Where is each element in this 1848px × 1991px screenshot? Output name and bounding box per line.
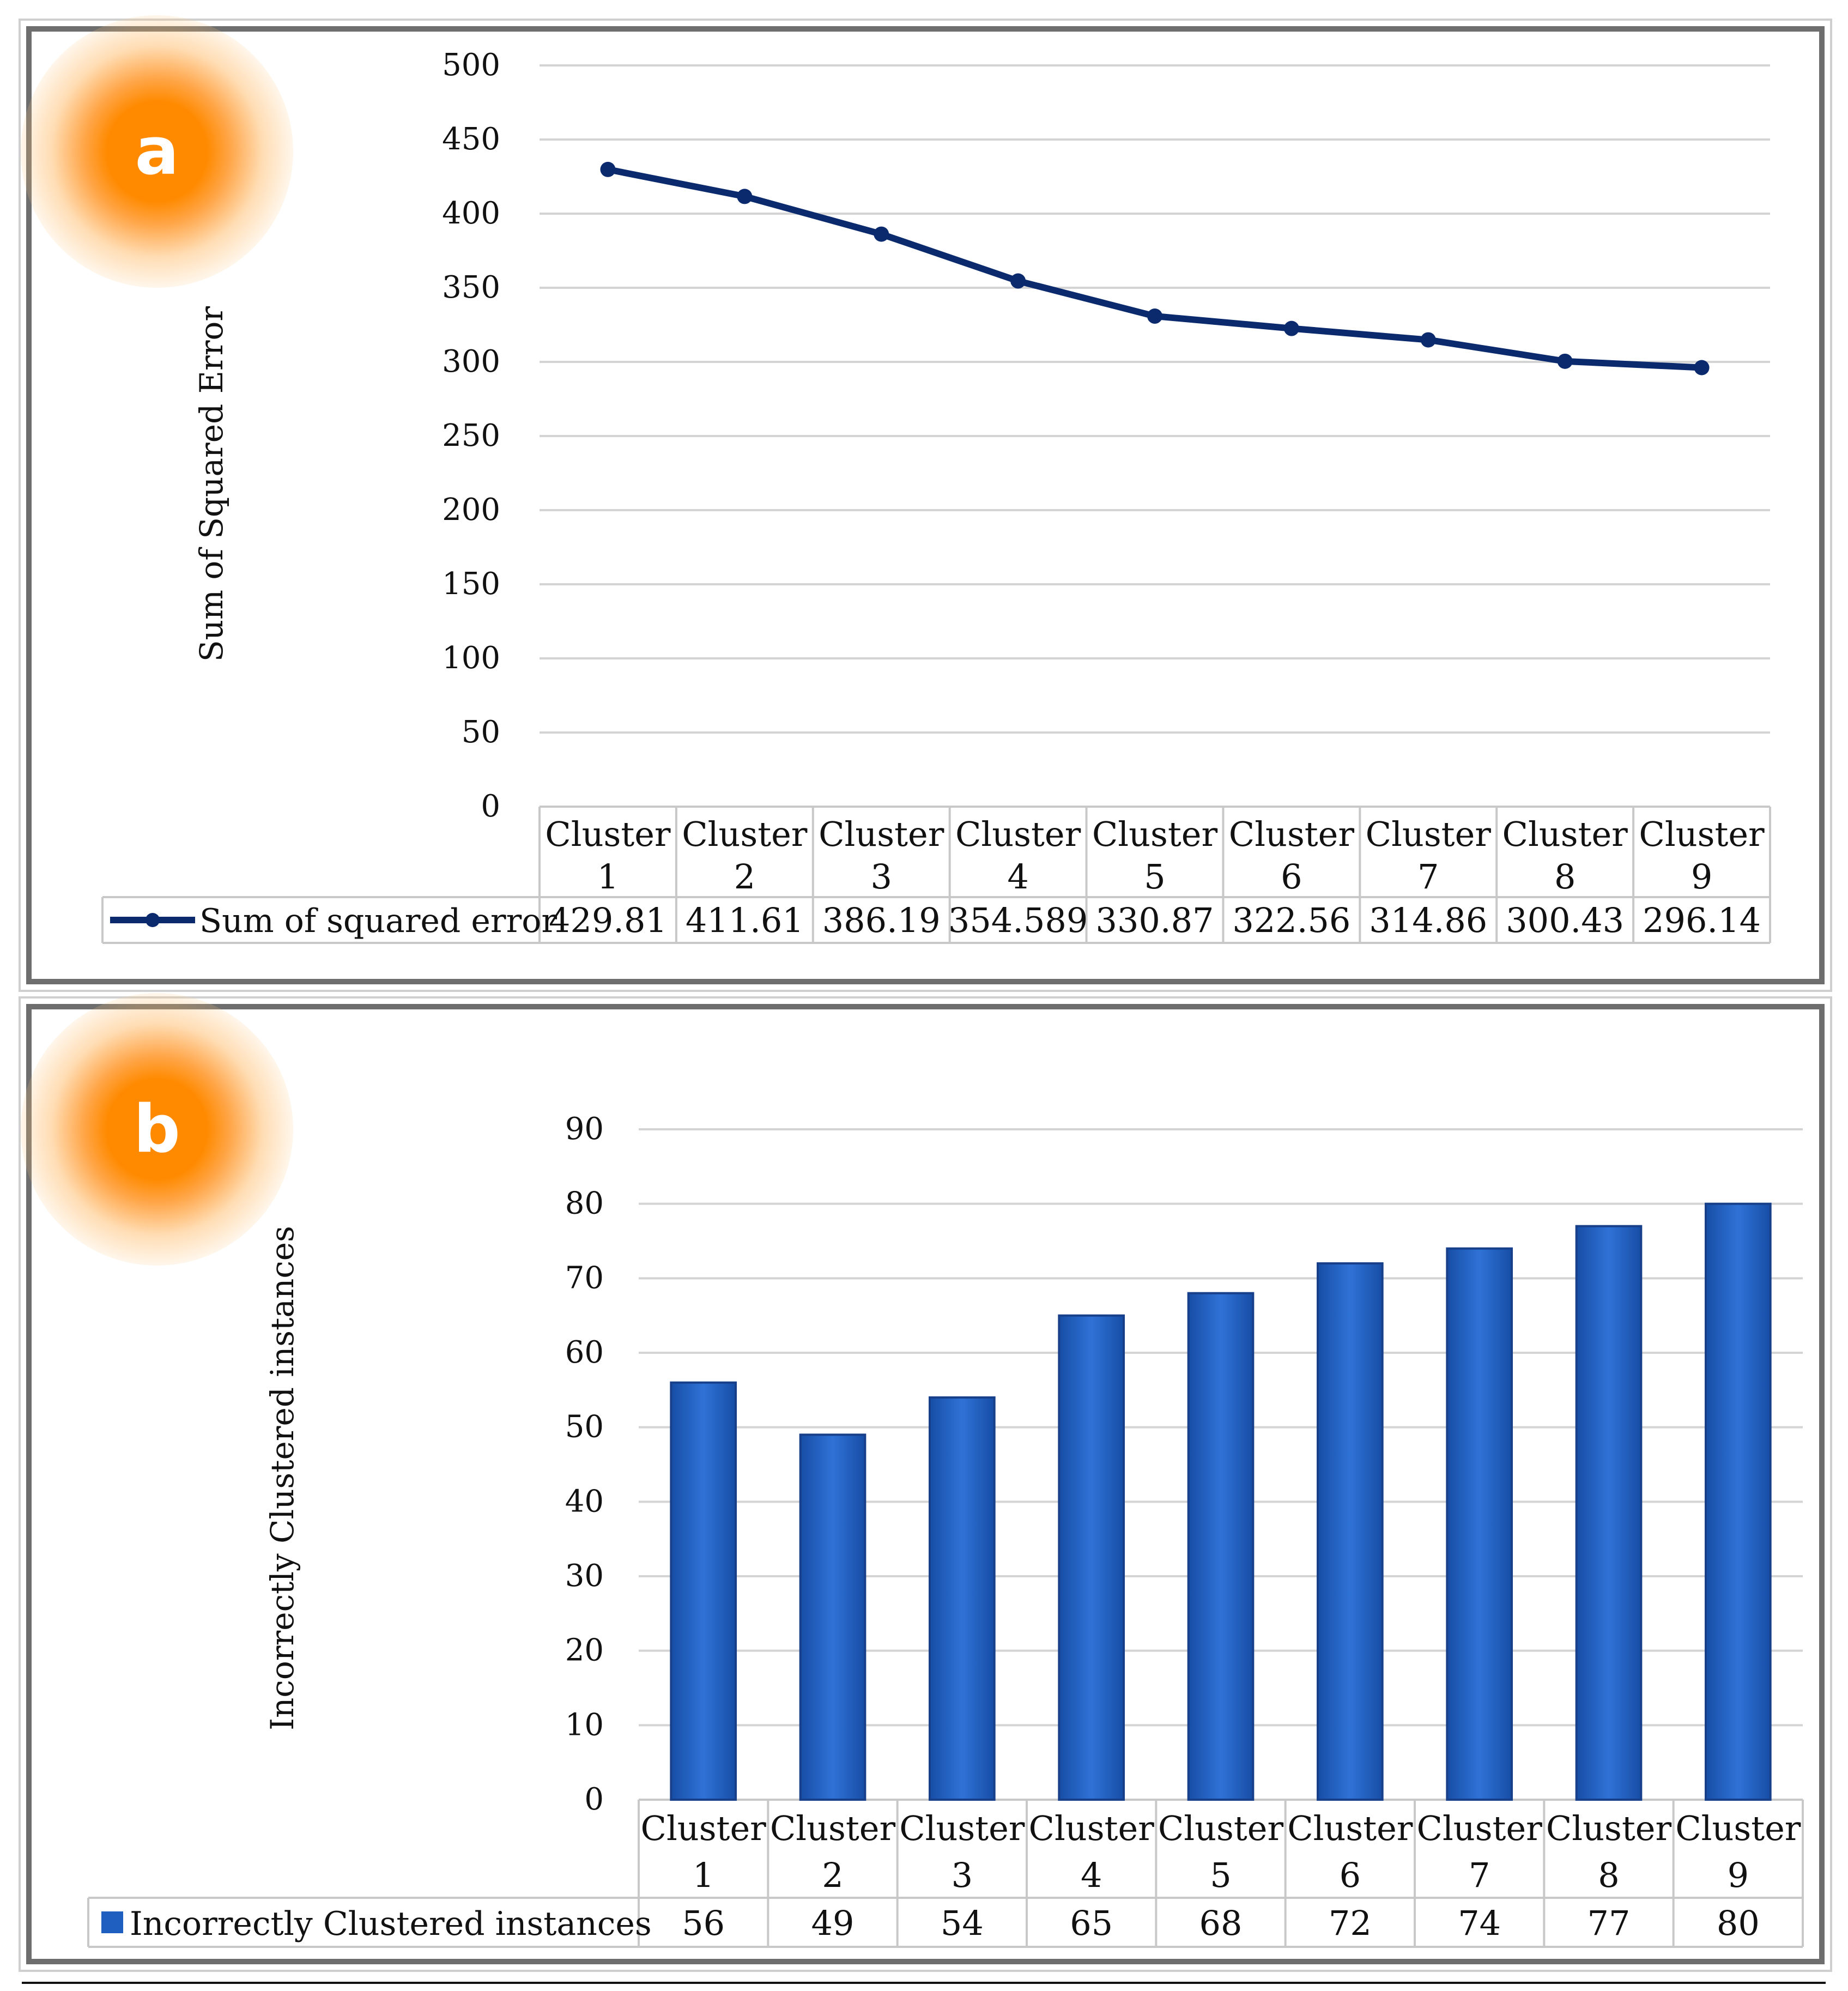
- data-point: [1420, 332, 1436, 348]
- table-value: 296.14: [1643, 900, 1761, 940]
- series-line: [607, 166, 1702, 371]
- table-value: 56: [682, 1903, 725, 1943]
- category-label: Cluster 8: [1546, 1808, 1672, 1895]
- legend-swatch-key: [101, 1911, 123, 1933]
- category-label: Cluster 5: [1092, 814, 1218, 897]
- table-value: 49: [811, 1903, 855, 1943]
- y-tick-label: 20: [565, 1633, 604, 1668]
- table-value: 354.589: [948, 900, 1088, 940]
- panel-b-badge: b: [21, 993, 293, 1266]
- data-point: [1283, 320, 1299, 336]
- legend-label: Incorrectly Clustered instances: [130, 1905, 652, 1943]
- category-label: Cluster 4: [955, 814, 1081, 897]
- chart-b: 0 10 20 30 40 50 60 70 80 90 Incorrectly Clustered…: [87, 1111, 1804, 1948]
- data-point: [737, 189, 753, 204]
- category-label: Cluster 5: [1158, 1808, 1284, 1895]
- table-value: 429.81: [549, 900, 667, 940]
- y-tick-label: 0: [584, 1782, 604, 1817]
- y-tick-label: 80: [565, 1186, 604, 1221]
- table-value: 68: [1199, 1903, 1243, 1943]
- panel-b-label: b: [134, 1091, 180, 1167]
- category-label: Cluster 3: [819, 814, 944, 897]
- table-value: 300.43: [1506, 900, 1624, 940]
- y-tick-label: 50: [565, 1409, 604, 1445]
- table-value: 322.56: [1232, 900, 1350, 940]
- bar: [1317, 1262, 1384, 1801]
- category-label: Cluster 4: [1029, 1808, 1155, 1895]
- bar: [1575, 1225, 1643, 1801]
- data-point: [1557, 353, 1573, 369]
- y-tick-label: 150: [442, 566, 500, 602]
- y-axis-title: Sum of Squared Error: [193, 306, 230, 662]
- y-tick-label: 60: [565, 1335, 604, 1370]
- category-label: Cluster 6: [1287, 1808, 1413, 1895]
- category-label: Cluster 3: [899, 1808, 1025, 1895]
- bar: [1446, 1247, 1513, 1801]
- data-point: [1694, 360, 1710, 376]
- y-tick-label: 350: [442, 270, 500, 305]
- y-tick-label: 10: [565, 1707, 604, 1742]
- category-label: Cluster 2: [682, 814, 808, 897]
- legend-marker-key: [146, 913, 160, 927]
- category-label: Cluster 2: [770, 1808, 896, 1895]
- table-value: 386.19: [822, 900, 941, 940]
- legend-label: Sum of squared error: [199, 902, 557, 940]
- category-label: Cluster 7: [1366, 814, 1492, 897]
- y-tick-label: 90: [565, 1111, 604, 1147]
- table-value: 72: [1329, 1903, 1372, 1943]
- category-label: Cluster 7: [1417, 1808, 1543, 1895]
- y-tick-label: 500: [442, 47, 500, 83]
- y-tick-label: 40: [565, 1484, 604, 1519]
- data-point: [1010, 273, 1026, 289]
- table-value: 80: [1717, 1903, 1760, 1943]
- chart-a: 0 50 100 150 200 250 300 350 400 450 500 Sum of Squ…: [101, 47, 1771, 944]
- y-tick-label: 0: [481, 789, 500, 824]
- data-point: [874, 226, 889, 242]
- bar: [799, 1433, 867, 1801]
- y-tick-label: 300: [442, 344, 500, 379]
- category-label: Cluster 8: [1502, 814, 1628, 897]
- table-value: 74: [1458, 1903, 1501, 1943]
- data-point: [1147, 308, 1162, 324]
- table-value: 65: [1070, 1903, 1113, 1943]
- panel-a-badge: a: [21, 15, 293, 288]
- y-tick-label: 50: [462, 715, 500, 750]
- category-label: Cluster 9: [1675, 1808, 1801, 1895]
- table-value: 411.61: [686, 900, 804, 940]
- bar: [1705, 1202, 1772, 1801]
- y-tick-label: 70: [565, 1260, 604, 1296]
- category-label: Cluster 1: [545, 814, 671, 897]
- category-label: Cluster 9: [1639, 814, 1765, 897]
- table-value: 330.87: [1096, 900, 1214, 940]
- y-tick-label: 400: [442, 196, 500, 231]
- table-value: 54: [941, 1903, 984, 1943]
- data-point: [600, 161, 616, 177]
- panel-a: 0 50 100 150 200 250 300 350 400 450 500 Sum of Squ…: [19, 15, 1832, 992]
- y-axis-title: Incorrectly Clustered instances: [264, 1226, 301, 1730]
- panel-a-label: a: [135, 113, 179, 190]
- y-tick-label: 250: [442, 418, 500, 453]
- bar: [929, 1396, 996, 1801]
- table-value: 77: [1588, 1903, 1631, 1943]
- y-tick-label: 100: [442, 640, 500, 676]
- y-tick-label: 450: [442, 122, 500, 157]
- category-label: Cluster 6: [1229, 814, 1355, 897]
- bar: [1187, 1292, 1255, 1801]
- y-tick-label: 200: [442, 492, 500, 528]
- bottom-rule: [22, 1982, 1826, 1984]
- panel-b: 0 10 20 30 40 50 60 70 80 90 Incorrectly Clustered…: [19, 993, 1832, 1972]
- category-label: Cluster 1: [641, 1808, 767, 1895]
- y-tick-label: 30: [565, 1558, 604, 1594]
- bar: [1058, 1314, 1125, 1801]
- bar: [670, 1381, 737, 1801]
- table-value: 314.86: [1369, 900, 1487, 940]
